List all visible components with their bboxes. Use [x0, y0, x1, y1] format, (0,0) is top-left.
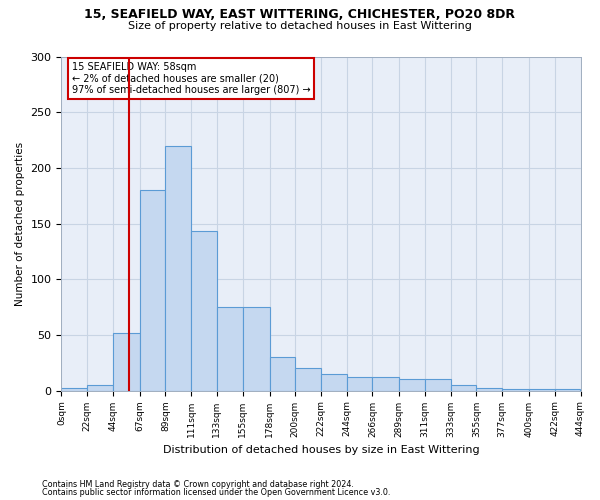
Text: 15 SEAFIELD WAY: 58sqm
← 2% of detached houses are smaller (20)
97% of semi-deta: 15 SEAFIELD WAY: 58sqm ← 2% of detached … [72, 62, 310, 94]
Bar [476, 388, 502, 390]
Bar [61, 388, 87, 390]
Bar [451, 385, 476, 390]
Bar [191, 232, 217, 390]
Bar [113, 332, 140, 390]
Bar [373, 377, 399, 390]
Bar [321, 374, 347, 390]
Bar [140, 190, 166, 390]
Bar [217, 307, 242, 390]
X-axis label: Distribution of detached houses by size in East Wittering: Distribution of detached houses by size … [163, 445, 479, 455]
Text: Contains HM Land Registry data © Crown copyright and database right 2024.: Contains HM Land Registry data © Crown c… [42, 480, 354, 489]
Bar [166, 146, 191, 390]
Text: Contains public sector information licensed under the Open Government Licence v3: Contains public sector information licen… [42, 488, 391, 497]
Text: Size of property relative to detached houses in East Wittering: Size of property relative to detached ho… [128, 21, 472, 31]
Bar [425, 380, 451, 390]
Text: 15, SEAFIELD WAY, EAST WITTERING, CHICHESTER, PO20 8DR: 15, SEAFIELD WAY, EAST WITTERING, CHICHE… [85, 8, 515, 20]
Bar [399, 380, 425, 390]
Bar [242, 307, 269, 390]
Bar [295, 368, 321, 390]
Bar [269, 357, 295, 390]
Y-axis label: Number of detached properties: Number of detached properties [15, 142, 25, 306]
Bar [87, 385, 113, 390]
Bar [347, 377, 373, 390]
